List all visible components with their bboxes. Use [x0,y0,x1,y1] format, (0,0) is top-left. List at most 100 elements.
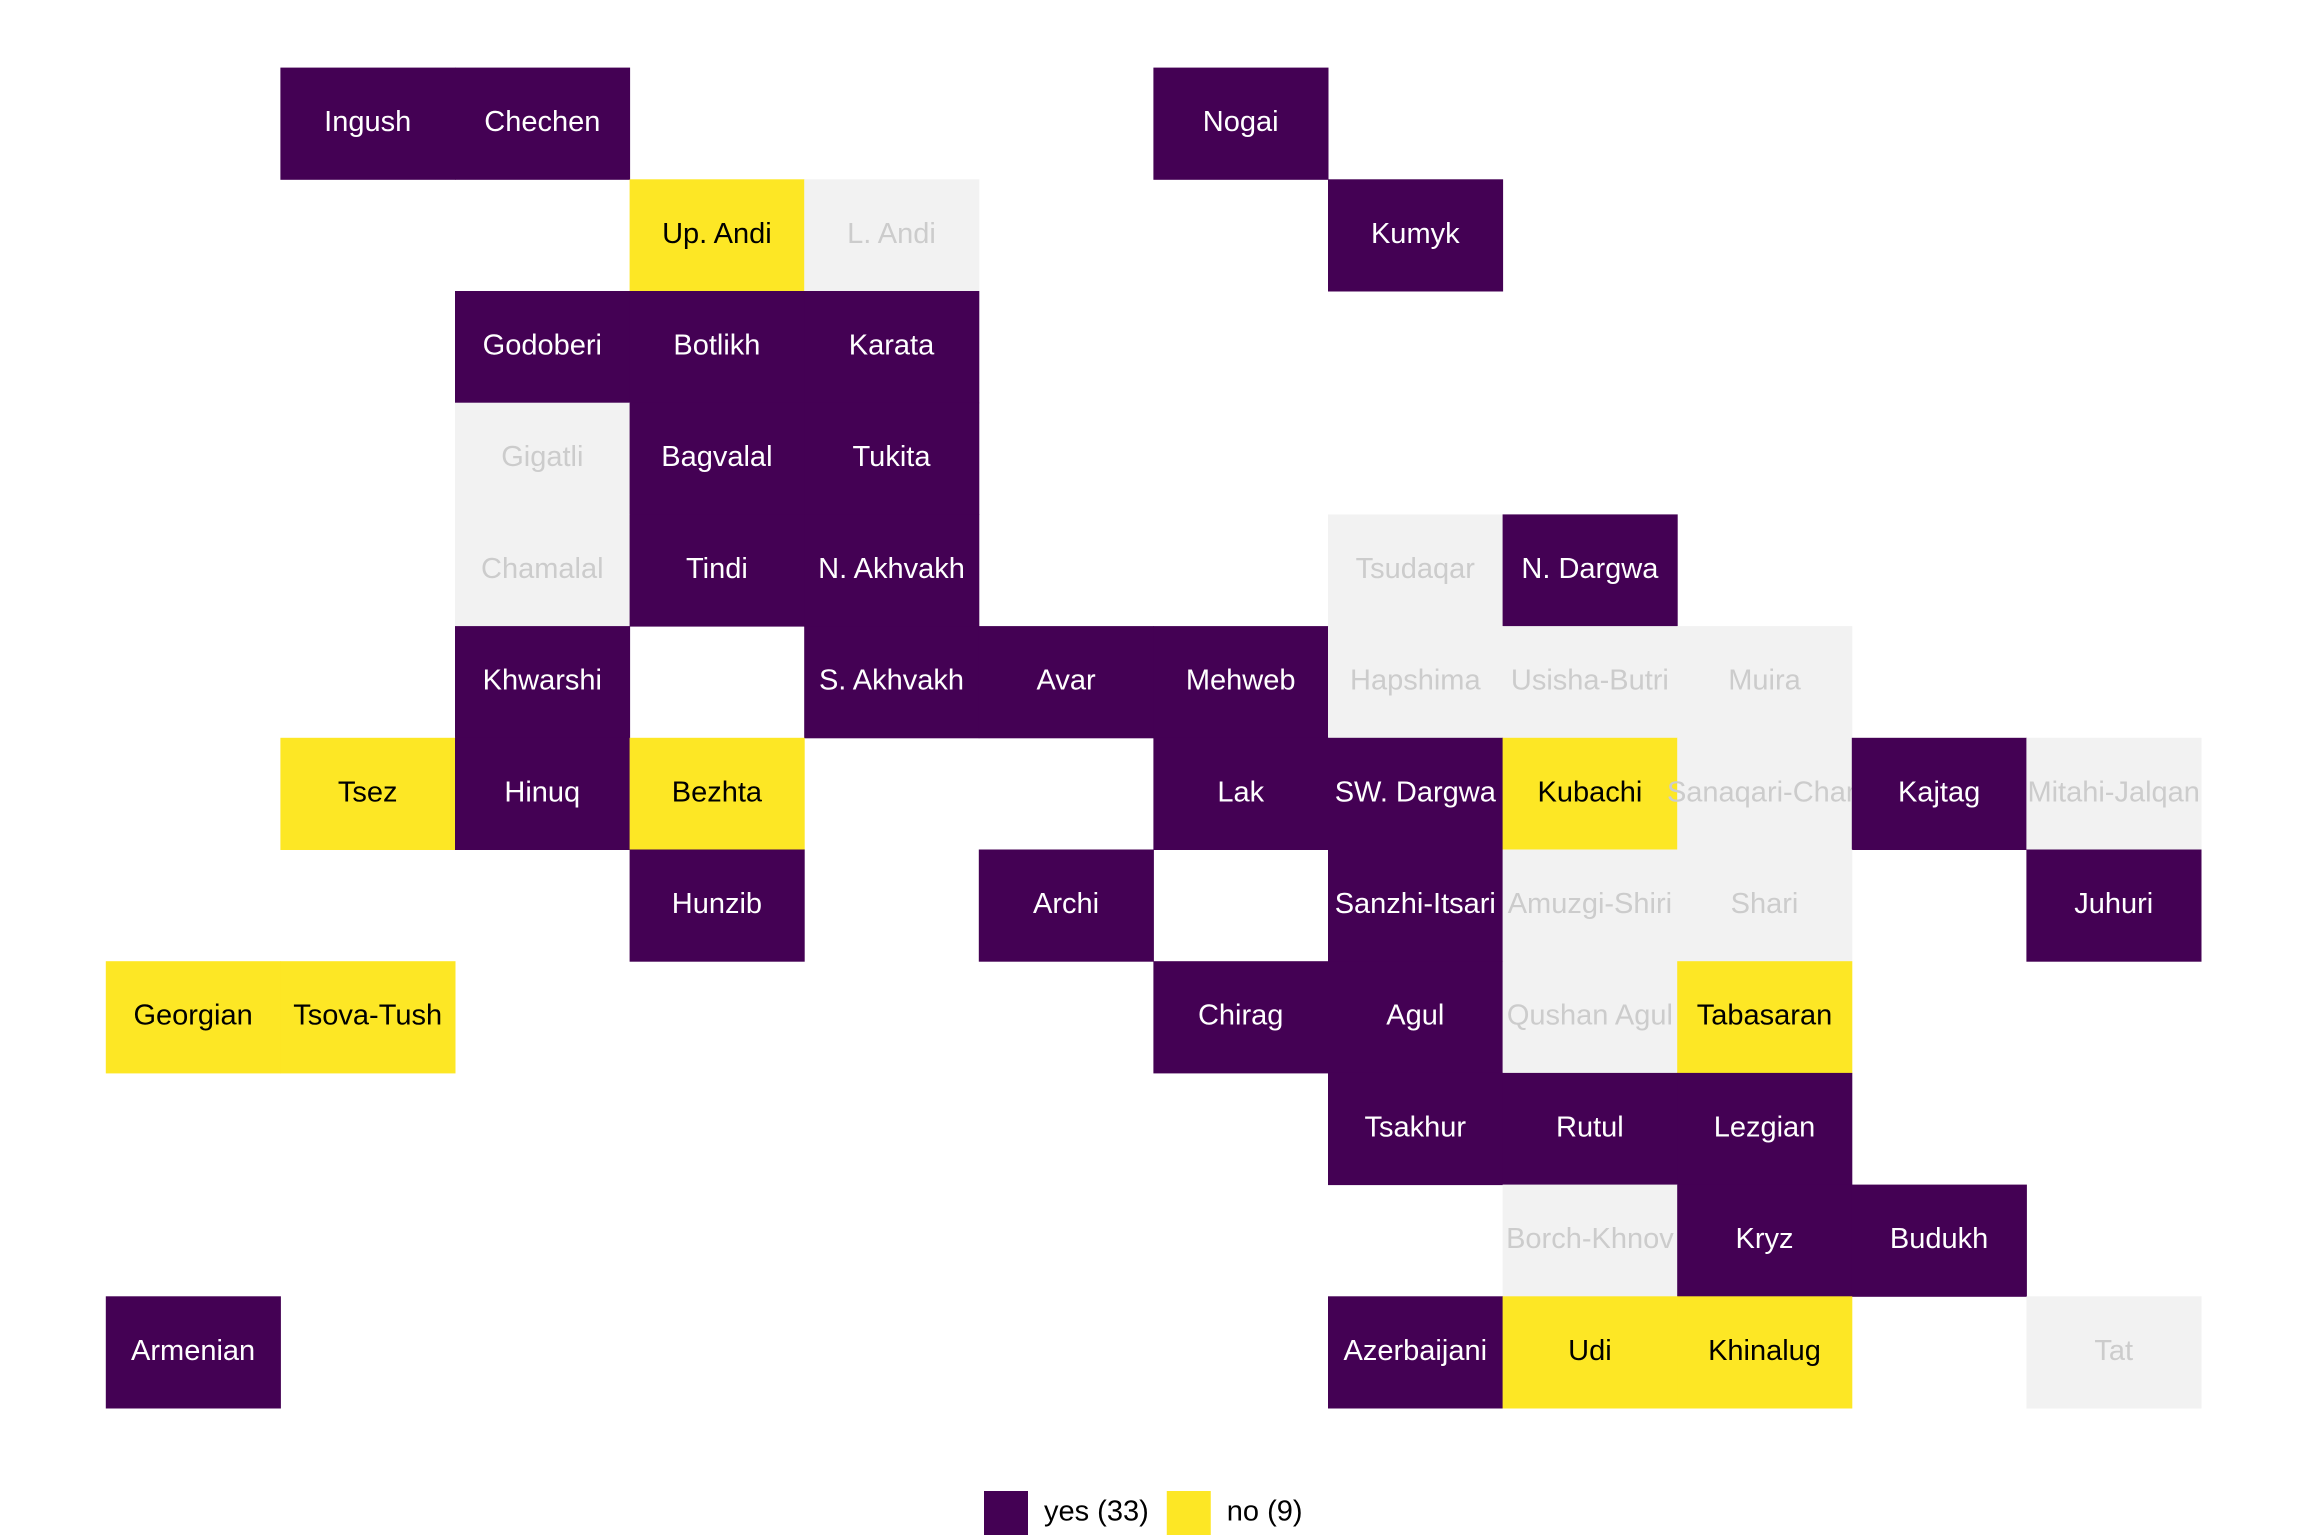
tile-label: N. Akhvakh [818,553,965,585]
legend-swatch [1166,1491,1211,1535]
tile: Sanaqari-Chan [1667,737,1862,850]
tile: Kubachi [1502,737,1678,850]
tile: Juhuri [2026,849,2202,962]
tile-label: Armenian [131,1335,255,1367]
tile-label: Kubachi [1537,776,1642,808]
tile: Udi [1502,1296,1678,1409]
tile: Kumyk [1328,179,1504,292]
tile: Kryz [1677,1184,1853,1297]
tile: Mehweb [1153,626,1329,739]
tile-label: Chirag [1198,1000,1283,1032]
tile-cell [105,1296,281,1409]
tile-label: Georgian [133,1000,252,1032]
tile-cell [1502,1296,1678,1409]
tile-label: Avar [1037,665,1096,697]
tile-label: SW. Dargwa [1335,776,1497,808]
tile: Tukita [804,402,980,515]
tile-cell [804,626,980,739]
tile-cell [1677,961,1853,1074]
tile: Qushan Agul [1502,961,1678,1074]
tile-label: Hunzib [672,888,762,920]
tile-label: Agul [1386,1000,1444,1032]
tile: Chechen [455,67,631,180]
tile-cell [280,67,456,180]
tile: Karata [804,291,980,404]
tile: Tsudaqar [1328,514,1504,627]
tile-cell [1677,1296,1853,1409]
tile: Botlikh [629,291,805,404]
tile-cell [1851,1184,2027,1297]
legend-label: no (9) [1227,1496,1303,1528]
tile-cell [1328,737,1504,850]
tile-label: Tsakhur [1365,1111,1467,1143]
tile-cell [1153,626,1329,739]
tile-cell [455,291,631,404]
legend-label: yes (33) [1044,1496,1149,1528]
tile-label: Kryz [1736,1223,1794,1255]
tile-cell [2026,849,2202,962]
tile: Agul [1328,961,1504,1074]
tile: Georgian [105,961,281,1074]
tile: Tsova-Tush [280,961,456,1074]
tile-cell [1328,179,1504,292]
tile-cell [1502,1072,1678,1186]
tile-cell [629,737,805,850]
tile: Tat [2026,1296,2202,1409]
tile: Tsez [280,737,456,850]
tile: Archi [978,849,1154,962]
tile-label: Nogai [1203,106,1279,138]
tile-cell [1677,849,1853,962]
tile-cell [1502,1184,1678,1297]
tile-label: Kajtag [1898,776,1980,808]
tile-label: Archi [1033,888,1099,920]
tile-cell [280,961,456,1074]
tile: Hapshima [1328,626,1504,739]
tile-label: Up. Andi [662,218,772,250]
tile-cell [629,514,805,627]
tile-cell [804,179,980,292]
tile: Khinalug [1677,1296,1853,1409]
tile: Nogai [1153,67,1329,180]
tile: Khwarshi [455,626,631,739]
tile-label: Kumyk [1371,218,1460,250]
tile-cell [455,67,631,180]
tile: Hinuq [455,737,631,850]
tile: Tabasaran [1677,961,1853,1074]
tile-cell [1153,737,1329,850]
tile-label: Bezhta [672,776,763,808]
tile-label: Tukita [853,441,932,473]
tile: Tsakhur [1328,1072,1504,1186]
tile-label: Muira [1728,665,1801,697]
tile-label: Amuzgi-Shiri [1508,888,1672,920]
tile: Ingush [280,67,456,180]
tile-label: Juhuri [2074,888,2153,920]
tile-cell [978,849,1154,962]
tile-label: Tsova-Tush [293,1000,442,1032]
tile-label: Sanaqari-Chan [1667,776,1862,808]
tile-label: L. Andi [847,218,936,250]
tile: Lak [1153,737,1329,850]
tile-cell [629,179,805,292]
tile-cell [1502,626,1678,739]
tile-cell [455,737,631,850]
tile-cell [1153,67,1329,180]
tile-cell [1677,737,1853,850]
tile: Usisha-Butri [1502,626,1678,739]
tile-cell [804,402,980,515]
tile-cell [2026,737,2202,850]
tile-label: Botlikh [673,330,760,362]
tile: Kajtag [1851,737,2027,850]
tile-cell [1328,1072,1504,1186]
tile: Bagvalal [629,402,805,515]
tile-label: Tat [2094,1335,2133,1367]
tile-label: Ingush [324,106,411,138]
tile-label: N. Dargwa [1521,553,1659,585]
tile-label: Tabasaran [1697,1000,1832,1032]
tile-cell [1328,626,1504,739]
tile-cell [455,626,631,739]
tile: Chamalal [455,514,631,627]
tile-label: Lezgian [1714,1111,1816,1143]
tile-label: Mitahi-Jalqan [2027,776,2199,808]
tile-cell [978,626,1154,739]
